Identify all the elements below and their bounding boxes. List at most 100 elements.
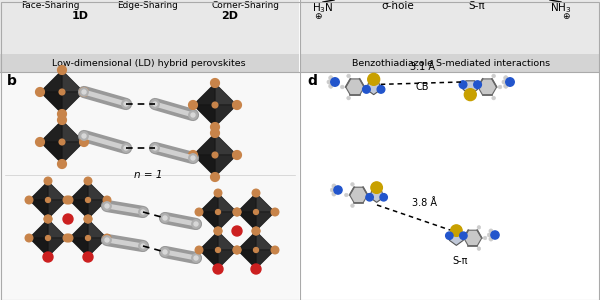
- Circle shape: [141, 244, 145, 248]
- Circle shape: [233, 246, 241, 254]
- Circle shape: [161, 248, 169, 256]
- Circle shape: [84, 215, 92, 223]
- Circle shape: [44, 253, 52, 261]
- Circle shape: [214, 227, 222, 235]
- Circle shape: [334, 186, 342, 194]
- Circle shape: [252, 227, 260, 235]
- Circle shape: [498, 85, 502, 89]
- Polygon shape: [218, 193, 237, 212]
- Circle shape: [252, 189, 260, 197]
- Circle shape: [212, 152, 218, 158]
- Text: 3.1 Å: 3.1 Å: [409, 62, 434, 72]
- Circle shape: [329, 84, 333, 88]
- Polygon shape: [88, 181, 107, 200]
- Circle shape: [163, 250, 167, 254]
- Polygon shape: [48, 200, 67, 219]
- Polygon shape: [62, 92, 84, 114]
- Polygon shape: [463, 81, 478, 95]
- Polygon shape: [62, 70, 84, 92]
- Circle shape: [188, 100, 197, 109]
- Polygon shape: [256, 212, 275, 231]
- Polygon shape: [88, 219, 107, 238]
- Circle shape: [502, 80, 506, 84]
- Circle shape: [58, 160, 67, 168]
- Circle shape: [233, 100, 241, 109]
- Polygon shape: [69, 219, 88, 238]
- Circle shape: [25, 234, 33, 242]
- Circle shape: [153, 102, 157, 106]
- Circle shape: [492, 74, 496, 78]
- Polygon shape: [40, 142, 62, 164]
- Polygon shape: [199, 231, 218, 250]
- Circle shape: [151, 100, 159, 108]
- Polygon shape: [88, 200, 107, 219]
- Text: Corner-Sharing: Corner-Sharing: [212, 1, 280, 10]
- Circle shape: [380, 194, 388, 201]
- Polygon shape: [193, 155, 215, 177]
- Polygon shape: [29, 219, 48, 238]
- Circle shape: [233, 151, 241, 159]
- Circle shape: [105, 204, 109, 208]
- Circle shape: [232, 226, 242, 236]
- Circle shape: [329, 76, 333, 80]
- Circle shape: [63, 214, 73, 224]
- Circle shape: [58, 116, 67, 124]
- Circle shape: [163, 216, 167, 220]
- Polygon shape: [193, 83, 215, 105]
- Circle shape: [103, 234, 111, 242]
- Circle shape: [103, 202, 111, 210]
- Text: S-π: S-π: [469, 1, 485, 11]
- Circle shape: [483, 236, 487, 240]
- Circle shape: [65, 234, 73, 242]
- Polygon shape: [237, 193, 256, 212]
- Polygon shape: [218, 250, 237, 269]
- Text: ⊕: ⊕: [562, 12, 570, 21]
- Circle shape: [59, 139, 65, 145]
- Circle shape: [233, 246, 241, 254]
- Polygon shape: [29, 200, 48, 219]
- Bar: [301, 72, 600, 300]
- Circle shape: [233, 208, 241, 216]
- Text: b: b: [7, 74, 17, 88]
- Bar: [0, 72, 299, 300]
- Circle shape: [213, 264, 223, 274]
- Circle shape: [212, 102, 218, 108]
- Circle shape: [446, 232, 453, 239]
- Circle shape: [214, 189, 222, 197]
- Polygon shape: [449, 232, 463, 245]
- Text: 2D: 2D: [221, 11, 239, 21]
- Polygon shape: [370, 189, 383, 202]
- Polygon shape: [478, 79, 497, 95]
- Text: Benzothiadiazole S-mediated interactions: Benzothiadiazole S-mediated interactions: [352, 58, 550, 68]
- Polygon shape: [350, 187, 368, 203]
- Circle shape: [331, 78, 339, 86]
- Circle shape: [211, 79, 220, 87]
- Circle shape: [80, 88, 88, 96]
- Circle shape: [474, 81, 481, 88]
- Circle shape: [350, 182, 354, 186]
- Circle shape: [211, 172, 220, 182]
- Circle shape: [362, 85, 370, 93]
- Circle shape: [44, 215, 52, 223]
- Polygon shape: [215, 83, 237, 105]
- Text: n = 1: n = 1: [134, 170, 162, 180]
- Polygon shape: [199, 250, 218, 269]
- Circle shape: [503, 76, 508, 80]
- Text: $\mathregular{H_3N}$: $\mathregular{H_3N}$: [312, 1, 334, 15]
- Circle shape: [139, 242, 147, 250]
- Circle shape: [80, 138, 88, 146]
- Circle shape: [59, 89, 65, 95]
- Circle shape: [477, 247, 481, 250]
- Polygon shape: [48, 219, 67, 238]
- Circle shape: [44, 215, 52, 223]
- Circle shape: [122, 100, 130, 108]
- Circle shape: [192, 254, 200, 262]
- Circle shape: [124, 102, 128, 106]
- Circle shape: [368, 74, 380, 85]
- Circle shape: [58, 66, 67, 74]
- Circle shape: [506, 78, 514, 86]
- Circle shape: [151, 144, 159, 152]
- Polygon shape: [48, 238, 67, 257]
- Text: 3.8 Å: 3.8 Å: [413, 198, 437, 208]
- Circle shape: [83, 252, 93, 262]
